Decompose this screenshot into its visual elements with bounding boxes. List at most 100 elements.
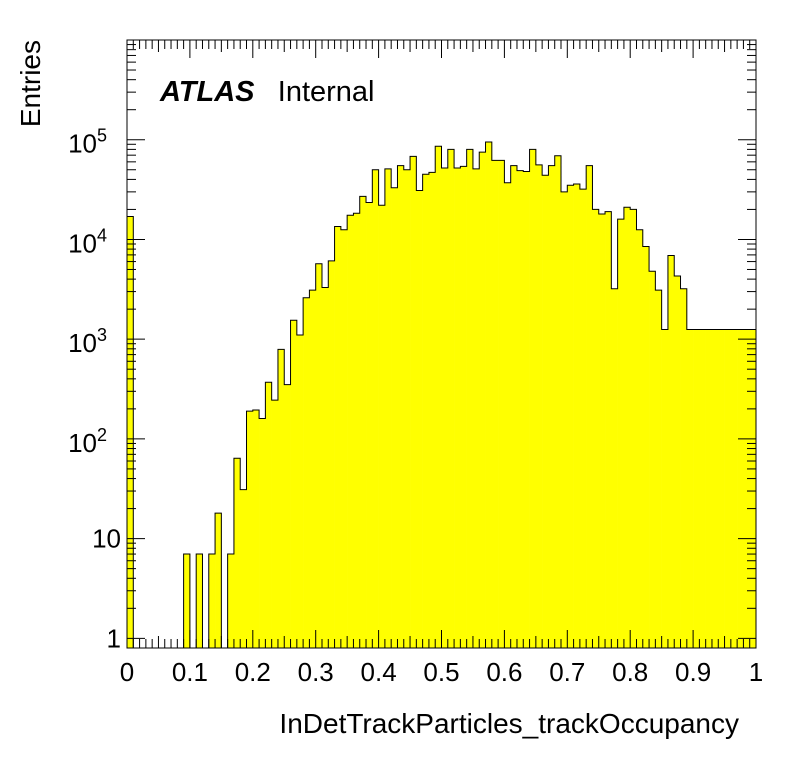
histogram-bin	[743, 329, 751, 648]
x-tick-label: 0.1	[172, 657, 208, 687]
histogram-bin	[410, 156, 417, 648]
histogram-bin	[605, 211, 612, 648]
y-tick-label-exponent: 2	[97, 425, 107, 445]
histogram-bin	[693, 329, 700, 648]
histogram-bin	[441, 168, 449, 649]
histogram-bin	[730, 329, 738, 648]
y-tick-label: 102	[68, 425, 107, 458]
y-tick-label-exponent: 4	[97, 225, 107, 245]
histogram-bin	[384, 168, 392, 648]
y-tick-label-base: 10	[68, 228, 97, 258]
x-tick-label: 0.5	[423, 657, 459, 687]
x-tick-label: 0.2	[235, 657, 271, 687]
histogram-bin	[567, 185, 574, 648]
histogram-bin	[498, 160, 505, 648]
histogram-bin	[391, 187, 398, 649]
histogram-bin	[516, 170, 524, 648]
histogram-bin	[674, 276, 681, 648]
histogram-bin	[460, 166, 467, 648]
histogram-bin	[347, 215, 354, 648]
y-tick-label-base: 10	[68, 328, 97, 358]
y-tick-label-exponent: 5	[97, 126, 107, 146]
y-tick-label: 10	[92, 524, 121, 554]
histogram-bin	[246, 411, 254, 648]
x-tick-label: 0.8	[612, 657, 648, 687]
atlas-label: ATLAS Internal	[159, 76, 375, 108]
y-tick-label-base: 10	[68, 428, 97, 458]
histogram-bin	[321, 287, 329, 648]
y-tick-label: 104	[68, 225, 107, 258]
histogram-bin	[378, 205, 386, 649]
histogram-bin	[711, 329, 719, 648]
y-tick-label: 1	[107, 623, 121, 653]
x-tick-labels: 0 0.1 0.2 0.3 0.4 0.5 0.6 0.7 0.8 0.9 1	[120, 657, 763, 687]
histogram-bin	[542, 175, 549, 648]
y-axis-label: Entries	[15, 40, 46, 127]
atlas-logo-text: ATLAS	[159, 76, 255, 108]
x-tick-label: 0.9	[675, 657, 711, 687]
histogram-bin	[699, 329, 706, 648]
histogram-bin	[454, 168, 461, 649]
histogram-bin	[649, 271, 656, 648]
histogram-bin	[611, 288, 618, 648]
histogram-bin	[328, 260, 335, 648]
x-tick-label: 1	[749, 657, 763, 687]
x-tick-label: 0.4	[361, 657, 397, 687]
histogram-bin	[271, 400, 279, 648]
histogram-bin	[554, 155, 562, 649]
histogram-bin	[655, 290, 662, 648]
histogram-bin	[208, 554, 216, 648]
histogram-bin	[183, 554, 191, 648]
histogram-bin	[724, 329, 732, 648]
histogram-bin	[296, 335, 304, 648]
histogram-bin	[630, 209, 637, 648]
histogram-bin	[749, 329, 757, 648]
histogram-bin	[535, 164, 543, 648]
y-tick-label-base: 10	[68, 129, 97, 159]
histogram-bin	[680, 288, 688, 648]
histogram-bin	[284, 384, 291, 648]
histogram-bin	[491, 160, 499, 648]
histogram-bin	[340, 229, 348, 648]
histogram-bin	[661, 329, 669, 648]
histogram-bin	[623, 207, 631, 648]
histogram-bin	[686, 329, 694, 648]
histogram-bin	[636, 229, 644, 648]
histogram-bin	[586, 165, 593, 649]
histogram-bin	[422, 174, 430, 648]
atlas-status-text: Internal	[278, 76, 375, 108]
histogram-bin	[466, 149, 474, 648]
histogram-bin	[617, 219, 625, 648]
histogram-bin	[579, 189, 587, 648]
histogram-bin	[592, 209, 600, 648]
axis-ticks	[126, 40, 757, 648]
histogram-bin	[366, 202, 373, 648]
histogram-bin	[240, 489, 247, 648]
histogram-bin	[252, 409, 260, 648]
y-tick-label-exponent: 3	[97, 325, 107, 345]
histogram-bin	[705, 329, 713, 648]
histogram-bin	[485, 141, 493, 648]
histogram-bin	[573, 183, 581, 648]
histogram-bin	[479, 152, 486, 648]
histogram-bin	[372, 169, 379, 649]
histogram-bin	[428, 172, 436, 649]
histogram-bin	[510, 165, 518, 649]
histogram-bin	[233, 458, 241, 648]
plot-frame	[126, 39, 757, 649]
histogram-bin	[215, 513, 222, 648]
histogram-bin	[290, 320, 298, 648]
histogram-bin	[265, 382, 272, 648]
histogram-bin	[277, 349, 285, 648]
y-tick-label: 105	[68, 126, 107, 159]
histogram-bin	[523, 171, 530, 648]
histogram-bin	[416, 190, 423, 648]
histogram-bin	[504, 182, 511, 648]
histogram-bin	[359, 196, 367, 648]
histogram-bin	[259, 418, 266, 648]
histogram-bin	[642, 246, 650, 649]
x-tick-label: 0.7	[549, 657, 585, 687]
histogram-bin	[196, 554, 203, 648]
